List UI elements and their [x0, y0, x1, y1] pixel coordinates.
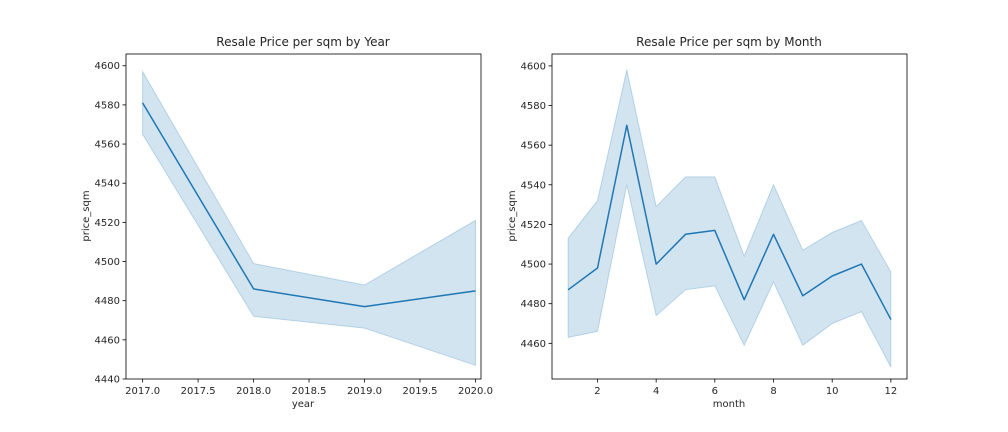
confidence-band: [567, 69, 892, 368]
x-tick-label: 6: [712, 386, 718, 397]
data-point: [655, 263, 658, 266]
y-tick-label: 4600: [521, 61, 546, 72]
y-axis-ticks: 4460 4480 4500 4520 4540 4560 4580 4600: [521, 61, 552, 350]
y-tick-label: 4600: [95, 61, 120, 72]
data-point: [684, 233, 687, 236]
x-tick-label: 2017.5: [181, 386, 216, 397]
y-tick-label: 4480: [95, 296, 120, 307]
series-line: [567, 124, 892, 320]
y-tick-label: 4520: [521, 220, 546, 231]
confidence-band: [142, 69, 476, 366]
data-point: [889, 318, 892, 321]
data-point: [252, 287, 255, 290]
y-tick-label: 4440: [95, 375, 120, 386]
axes-frame: [551, 53, 908, 380]
data-point: [474, 289, 477, 292]
plot-area: [551, 53, 908, 380]
y-tick-label: 4520: [95, 218, 120, 229]
chart-title: Resale Price per sqm by Year: [216, 35, 390, 49]
month-chart: Resale Price per sqm by Month 2 4 6 8 10 12 4…: [507, 35, 908, 410]
x-tick-label: 10: [826, 386, 839, 397]
x-tick-label: 2020.0: [458, 386, 493, 397]
x-tick-label: 2017.0: [125, 386, 160, 397]
data-point: [801, 294, 804, 297]
x-tick-label: 8: [770, 386, 776, 397]
y-axis-label: price_sqm: [507, 190, 518, 241]
x-tick-label: 12: [884, 386, 897, 397]
y-tick-label: 4480: [521, 299, 546, 310]
data-point: [860, 263, 863, 266]
plot-area: [125, 53, 482, 380]
y-tick-label: 4500: [521, 260, 546, 271]
y-tick-label: 4500: [95, 257, 120, 268]
x-tick-label: 2018.0: [236, 386, 271, 397]
y-tick-label: 4560: [521, 141, 546, 152]
axes-frame: [125, 53, 482, 380]
x-tick-label: 4: [653, 386, 659, 397]
x-axis-label: year: [292, 399, 315, 410]
y-axis-label: price_sqm: [81, 190, 92, 241]
x-axis-ticks: 2 4 6 8 10 12: [594, 379, 897, 397]
y-tick-label: 4580: [95, 100, 120, 111]
data-point: [831, 274, 834, 277]
x-axis-ticks: 2017.0 2017.5 2018.0 2018.5 2019.0 2019.5 2020…: [125, 379, 493, 397]
y-tick-label: 4540: [95, 179, 120, 190]
y-axis-ticks: 4440 4460 4480 4500 4520 4540 4560 4580 4600: [95, 61, 126, 386]
y-tick-label: 4560: [95, 140, 120, 151]
y-tick-label: 4580: [521, 101, 546, 112]
x-tick-label: 2: [594, 386, 600, 397]
x-tick-label: 2019.0: [347, 386, 382, 397]
y-tick-label: 4540: [521, 180, 546, 191]
data-point: [363, 305, 366, 308]
data-point: [567, 288, 570, 291]
data-point: [141, 101, 144, 104]
data-point: [772, 233, 775, 236]
series-line: [141, 102, 476, 308]
data-point: [625, 124, 628, 127]
chart-title: Resale Price per sqm by Month: [636, 35, 822, 49]
data-point: [596, 267, 599, 270]
x-axis-label: month: [713, 399, 745, 410]
year-chart: Resale Price per sqm by Year 2017.0 2017.…: [81, 35, 493, 410]
y-tick-label: 4460: [521, 339, 546, 350]
data-point: [743, 298, 746, 301]
x-tick-label: 2018.5: [292, 386, 327, 397]
x-tick-label: 2019.5: [402, 386, 437, 397]
data-point: [713, 229, 716, 232]
y-tick-label: 4460: [95, 335, 120, 346]
